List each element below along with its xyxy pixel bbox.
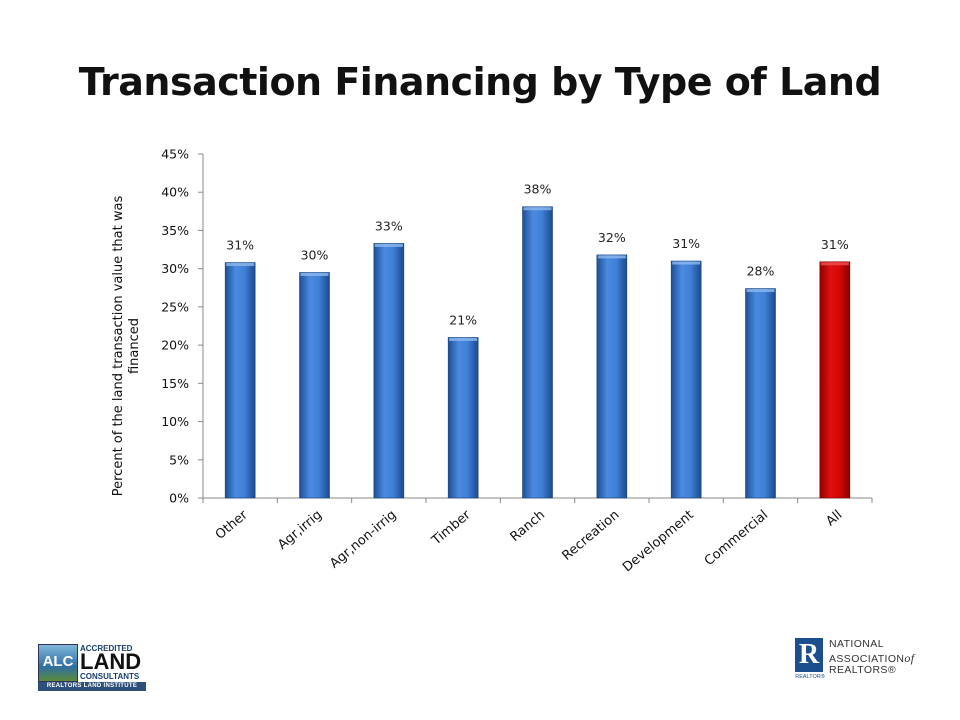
- bar-highlight: [672, 261, 701, 265]
- y-tick-label: 35%: [161, 223, 189, 238]
- bar-highlight: [226, 263, 255, 267]
- y-tick-label: 0%: [169, 491, 189, 506]
- bar-chart: 0% 5% 10% 15% 20% 25% 30% 35% 40% 45% 31% 30% 33% 21…: [111, 147, 873, 575]
- y-tick-label: 30%: [161, 261, 189, 276]
- bar-other: [224, 262, 256, 499]
- alc-logo-line2: LAND: [80, 649, 142, 674]
- x-tick-label: Timber: [429, 507, 475, 549]
- page-title: Transaction Financing by Type of Land: [78, 60, 882, 104]
- y-tick-label: 25%: [161, 299, 189, 314]
- nar-line1: NATIONAL: [829, 638, 884, 650]
- bar-commercial: [745, 288, 776, 499]
- bar-recreation: [596, 254, 628, 499]
- bar-highlight: [820, 262, 849, 266]
- alc-logo-line3: CONSULTANTS: [80, 672, 140, 681]
- x-tick-label: Agr,irrig: [275, 508, 325, 553]
- bar-highlight: [597, 255, 626, 259]
- nar-line2: ASSOCIATIONof: [829, 651, 915, 665]
- y-axis-label: Percent of the land transaction value th…: [111, 196, 142, 497]
- x-tick-label: Development: [620, 508, 697, 576]
- bar-timber: [447, 337, 479, 499]
- x-tick-label: Commercial: [702, 508, 771, 569]
- data-label: 21%: [449, 312, 477, 327]
- data-label: 38%: [524, 182, 552, 197]
- bar-highlight: [374, 243, 403, 247]
- y-tick-label: 45%: [161, 147, 189, 162]
- data-label: 31%: [226, 238, 254, 253]
- data-label: 32%: [598, 230, 626, 245]
- alc-logo: ALC ACCREDITED LAND CONSULTANTS REALTORS…: [38, 644, 146, 692]
- data-label: 31%: [672, 236, 700, 251]
- nar-line3: REALTORS®: [829, 664, 896, 676]
- y-tick-label: 20%: [161, 338, 189, 353]
- y-tick-label: 10%: [161, 414, 189, 429]
- y-tick-label: 5%: [169, 452, 189, 467]
- bar-development: [670, 260, 702, 499]
- x-tick-label: All: [823, 508, 845, 530]
- data-label: 33%: [375, 218, 403, 233]
- nar-logo: R REALTOR® NATIONAL ASSOCIATIONof REALTO…: [795, 636, 925, 684]
- bar-highlight: [746, 289, 775, 293]
- bar-agr-irrig: [299, 272, 330, 499]
- alc-logo-line1: ACCREDITED: [80, 644, 133, 653]
- bar-highlight: [449, 337, 478, 341]
- x-tick-label: Ranch: [508, 508, 549, 545]
- data-label: 28%: [747, 264, 775, 279]
- bar-all: [819, 261, 851, 499]
- alc-logo-mark: ALC: [38, 644, 78, 682]
- bar-ranch: [522, 206, 553, 499]
- x-tick-label: Other: [213, 507, 251, 543]
- y-tick-label: 15%: [161, 376, 189, 391]
- nar-realtor-r-icon: R: [795, 638, 823, 672]
- chart-bars: [224, 206, 851, 499]
- nar-realtor-mark: REALTOR®: [795, 674, 825, 680]
- x-tick-label: Agr,non-irrig: [327, 508, 399, 572]
- y-tick-label: 40%: [161, 185, 189, 200]
- chart-data-labels: 31% 30% 33% 21% 38% 32% 31% 28% 31%: [226, 182, 849, 328]
- data-label: 31%: [821, 237, 849, 252]
- bar-agr-non-irrig: [373, 243, 405, 499]
- chart-category-labels: Other Agr,irrig Agr,non-irrig Timber Ranch Re…: [213, 507, 846, 575]
- bar-highlight: [523, 207, 552, 211]
- data-label: 30%: [301, 247, 329, 262]
- alc-logo-bar: REALTORS LAND INSTITUTE: [38, 682, 146, 691]
- bar-highlight: [300, 272, 329, 276]
- x-tick-label: Recreation: [559, 508, 622, 564]
